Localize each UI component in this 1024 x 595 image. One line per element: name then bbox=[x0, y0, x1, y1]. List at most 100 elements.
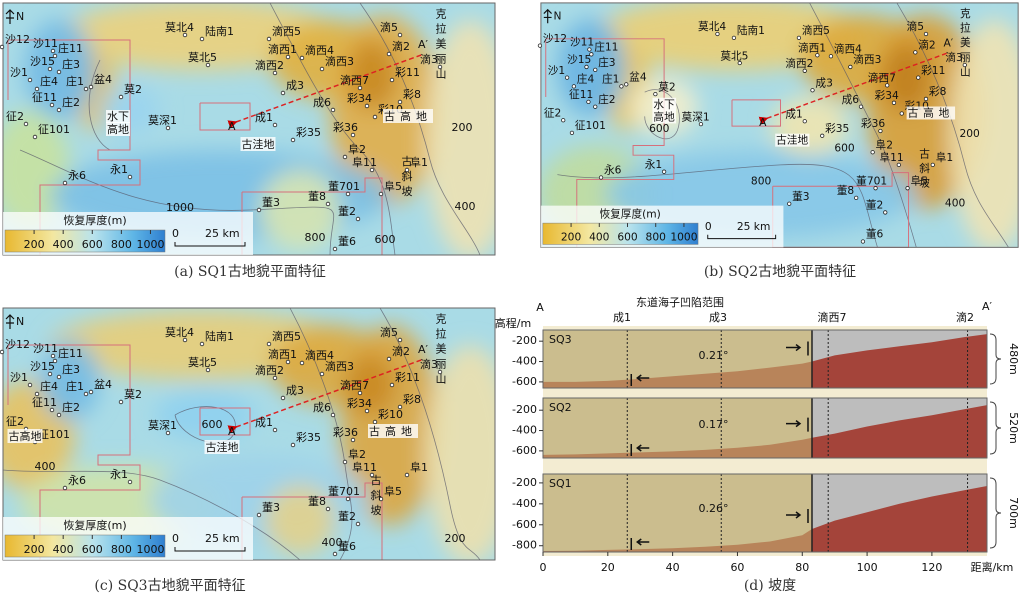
well-label: 庄2 bbox=[62, 400, 80, 414]
contour-label: 400 bbox=[35, 460, 56, 473]
well-dot bbox=[355, 521, 361, 527]
well-label: 彩11 bbox=[395, 66, 420, 79]
arrow-left bbox=[630, 374, 650, 386]
y-tick-label: -800 bbox=[512, 539, 537, 552]
well-label: 沙12 bbox=[5, 33, 30, 46]
well-label: 滴西3 bbox=[853, 53, 881, 66]
well-label: 庄1 bbox=[66, 74, 84, 88]
panel-name: SQ1 bbox=[549, 477, 572, 490]
well-label: 滴2 bbox=[392, 344, 410, 358]
well-dot bbox=[0, 349, 5, 355]
well-dot bbox=[883, 210, 888, 215]
well-label: 滴5 bbox=[380, 20, 398, 34]
well-dot bbox=[653, 91, 658, 97]
well-dot bbox=[589, 52, 594, 57]
well-top-label: A bbox=[536, 301, 544, 314]
north-arrow bbox=[5, 9, 15, 24]
well-label: 陆南1 bbox=[205, 24, 234, 38]
x-tick-label: 80 bbox=[795, 561, 809, 574]
thickness-patch bbox=[265, 485, 335, 555]
well-label: 滴西7 bbox=[868, 72, 896, 85]
scale-bar bbox=[174, 547, 246, 552]
well-dot bbox=[0, 44, 5, 50]
well-label: 滴西5 bbox=[272, 24, 301, 38]
well-label: 沙1 bbox=[10, 66, 28, 79]
well-label: 滴西5 bbox=[272, 329, 301, 343]
well-dot bbox=[848, 64, 853, 70]
north-arrow bbox=[5, 314, 15, 329]
well-label: 董2 bbox=[338, 205, 356, 218]
colorbar-tick-label: 600 bbox=[617, 231, 638, 244]
contour-line bbox=[896, 2, 1009, 248]
panel-name: SQ3 bbox=[549, 333, 572, 346]
well-label: 滴3 bbox=[420, 52, 438, 66]
contour-label: 800 bbox=[751, 174, 772, 187]
well-dot bbox=[256, 207, 262, 213]
well-label: 彩8 bbox=[929, 85, 947, 98]
well-dot bbox=[49, 407, 55, 413]
well-dot bbox=[896, 162, 901, 168]
well-dot bbox=[564, 75, 570, 80]
colorbar-tick-label: 200 bbox=[24, 238, 45, 251]
section-end: A bbox=[228, 425, 236, 438]
well-dot bbox=[165, 430, 171, 436]
panel-name: SQ2 bbox=[549, 401, 572, 414]
well-label: 庄4 bbox=[40, 379, 58, 393]
well-dot bbox=[624, 82, 629, 87]
well-dot bbox=[118, 94, 124, 100]
well-dot bbox=[364, 408, 370, 414]
well-label: 沙12 bbox=[5, 338, 30, 351]
well-label: 庄11 bbox=[594, 41, 618, 54]
label-box bbox=[652, 97, 677, 111]
well-label: 成6 bbox=[842, 93, 860, 106]
panel-frame bbox=[542, 473, 988, 553]
north-label: N bbox=[16, 10, 24, 23]
well-dot bbox=[319, 66, 325, 72]
well-label: 董8 bbox=[308, 190, 326, 203]
well-dot bbox=[290, 442, 296, 448]
well-label: 董701 bbox=[856, 174, 887, 187]
x-tick-label: 20 bbox=[601, 561, 615, 574]
well-label: 莫深1 bbox=[682, 110, 710, 123]
well-dot bbox=[731, 35, 737, 40]
profile-area bbox=[543, 334, 987, 388]
well-dot bbox=[820, 133, 825, 138]
well-label: 滴西1 bbox=[268, 347, 297, 361]
well-dot bbox=[386, 51, 392, 57]
well-label: 征2 bbox=[6, 415, 24, 428]
well-label: 莫北5 bbox=[720, 49, 748, 62]
well-dot bbox=[299, 360, 305, 366]
thickness-label: 480m bbox=[1007, 343, 1020, 375]
well-label: 庄11 bbox=[58, 346, 83, 360]
well-dot bbox=[118, 399, 124, 405]
label-box bbox=[906, 106, 956, 120]
landform-label: 古斜坡 bbox=[400, 155, 413, 200]
well-dot bbox=[290, 137, 296, 143]
well-dot bbox=[661, 169, 667, 174]
well-dot bbox=[905, 186, 910, 191]
panel-frame bbox=[542, 397, 988, 459]
well-dot bbox=[52, 53, 58, 59]
well-label: 阜11 bbox=[352, 156, 377, 169]
well-label: 董2 bbox=[866, 199, 883, 212]
legend-title: 恢复厚度(m) bbox=[63, 213, 126, 227]
y-tick-label: -200 bbox=[512, 403, 537, 416]
well-dot bbox=[916, 75, 921, 80]
slope-label: 0.26° bbox=[699, 502, 729, 515]
well-dot bbox=[858, 104, 864, 109]
well-label: 阜5 bbox=[910, 174, 927, 187]
well-label: 永6 bbox=[68, 473, 86, 487]
thickness-brace bbox=[989, 401, 1002, 455]
colorbar-tick-label: 800 bbox=[111, 543, 132, 556]
well-dot bbox=[571, 84, 577, 89]
well-dot bbox=[182, 337, 188, 343]
well-label: 庄4 bbox=[40, 74, 58, 88]
well-dot bbox=[397, 337, 403, 343]
well-top-label: A′ bbox=[982, 300, 993, 313]
well-dot bbox=[280, 395, 286, 401]
well-dot bbox=[815, 53, 820, 58]
well-top-label: 东道海子凹陷范围 bbox=[636, 295, 724, 309]
arrow-right bbox=[785, 341, 809, 356]
well-label: 莫北5 bbox=[188, 356, 217, 369]
well-dot bbox=[404, 472, 410, 478]
